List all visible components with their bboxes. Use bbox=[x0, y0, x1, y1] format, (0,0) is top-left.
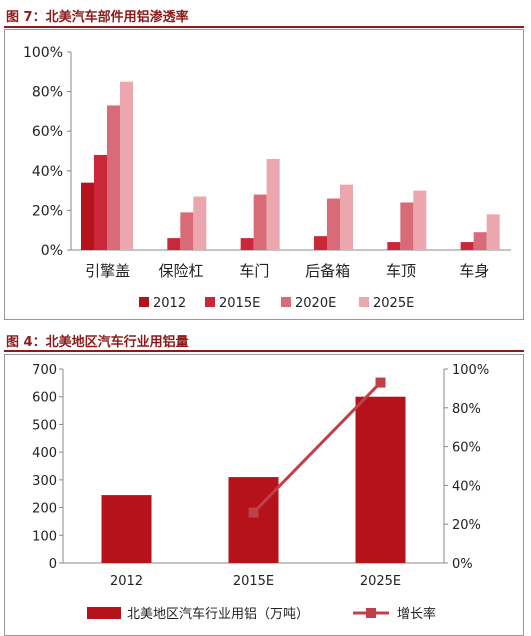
legend-label: 2020E bbox=[295, 296, 336, 311]
bar bbox=[180, 212, 194, 250]
bar bbox=[387, 242, 401, 250]
category-label: 2015E bbox=[233, 574, 274, 589]
y-tick-label: 100% bbox=[23, 45, 63, 61]
bar bbox=[228, 477, 279, 563]
y-right-tick-label: 40% bbox=[452, 479, 481, 494]
category-label: 后备箱 bbox=[305, 262, 350, 280]
growth-rate-line bbox=[252, 381, 382, 514]
legend-swatch bbox=[139, 297, 149, 307]
legend-label: 2015E bbox=[219, 296, 260, 311]
bar bbox=[94, 154, 107, 250]
y-left-tick-label: 700 bbox=[32, 363, 57, 378]
aluminum-usage-chart-panel: 0 100 200 300 400 500 600 700 0% 20% 40% 60% 80% 100%… bbox=[4, 354, 524, 636]
bar bbox=[486, 214, 500, 250]
bar bbox=[253, 194, 267, 250]
bar bbox=[413, 190, 427, 250]
bar bbox=[327, 198, 340, 250]
bar bbox=[101, 495, 152, 563]
y-left-tick-label: 0 bbox=[49, 557, 57, 572]
category-label: 2012 bbox=[110, 574, 143, 589]
legend-swatch-bar bbox=[87, 607, 121, 619]
y-right-tick-label: 60% bbox=[452, 441, 481, 456]
y-left-tick-label: 500 bbox=[32, 418, 57, 433]
bar bbox=[340, 184, 353, 250]
bar bbox=[314, 236, 327, 250]
bar bbox=[120, 81, 133, 250]
figure-4-title: 图 4：北美地区汽车行业用铝量 bbox=[6, 335, 189, 350]
aluminum-usage-chart: 0 100 200 300 400 500 600 700 0% 20% 40% 60% 80% 100%… bbox=[32, 363, 489, 622]
legend-label: 2025E bbox=[373, 296, 414, 311]
y-tick-label: 80% bbox=[32, 85, 63, 101]
bar bbox=[167, 238, 181, 250]
legend-swatch-marker bbox=[366, 608, 376, 618]
bar bbox=[240, 238, 254, 250]
legend-swatch bbox=[205, 297, 215, 307]
title-underline bbox=[4, 350, 524, 352]
legend-label: 增长率 bbox=[397, 606, 436, 622]
legend-label: 2012 bbox=[153, 296, 186, 311]
legend-swatch bbox=[359, 297, 369, 307]
y-tick-label: 20% bbox=[32, 203, 63, 219]
legend-label: 北美地区汽车行业用铝（万吨） bbox=[127, 606, 309, 622]
category-label: 车顶 bbox=[386, 262, 416, 280]
bar bbox=[400, 202, 414, 250]
y-right-tick-label: 80% bbox=[452, 402, 481, 417]
bar bbox=[266, 158, 280, 250]
category-label: 2025E bbox=[360, 574, 401, 589]
y-tick-label: 40% bbox=[32, 164, 63, 180]
category-label: 引擎盖 bbox=[85, 262, 130, 280]
y-right-tick-label: 0% bbox=[452, 557, 473, 572]
bar bbox=[473, 232, 487, 250]
y-left-tick-label: 200 bbox=[32, 502, 57, 517]
bar bbox=[81, 182, 94, 250]
category-label: 车身 bbox=[459, 262, 489, 280]
aluminum-penetration-chart-panel: 0% 20% 40% 60% 80% 100% 引擎盖 保险杠 车门 后备箱 车顶 车身 2012 201… bbox=[4, 29, 524, 320]
y-left-tick-label: 400 bbox=[32, 446, 57, 461]
aluminum-penetration-chart: 0% 20% 40% 60% 80% 100% 引擎盖 保险杠 车门 后备箱 车顶 车身 2012 201… bbox=[23, 45, 511, 311]
growth-rate-marker bbox=[248, 507, 259, 518]
figure-7-title: 图 7：北美汽车部件用铝渗透率 bbox=[6, 10, 189, 25]
bar bbox=[107, 105, 120, 251]
category-label: 车门 bbox=[239, 262, 269, 280]
category-label: 保险杠 bbox=[158, 262, 203, 280]
y-tick-label: 0% bbox=[41, 243, 63, 259]
y-right-tick-label: 100% bbox=[452, 363, 489, 378]
bar bbox=[193, 196, 207, 250]
y-right-tick-label: 20% bbox=[452, 518, 481, 533]
y-left-tick-label: 300 bbox=[32, 474, 57, 489]
growth-rate-marker bbox=[375, 377, 386, 388]
bar bbox=[460, 242, 474, 250]
bar bbox=[355, 396, 406, 563]
title-underline bbox=[4, 26, 524, 28]
y-left-tick-label: 100 bbox=[32, 529, 57, 544]
legend-swatch bbox=[281, 297, 291, 307]
y-left-tick-label: 600 bbox=[32, 391, 57, 406]
y-tick-label: 60% bbox=[32, 124, 63, 140]
